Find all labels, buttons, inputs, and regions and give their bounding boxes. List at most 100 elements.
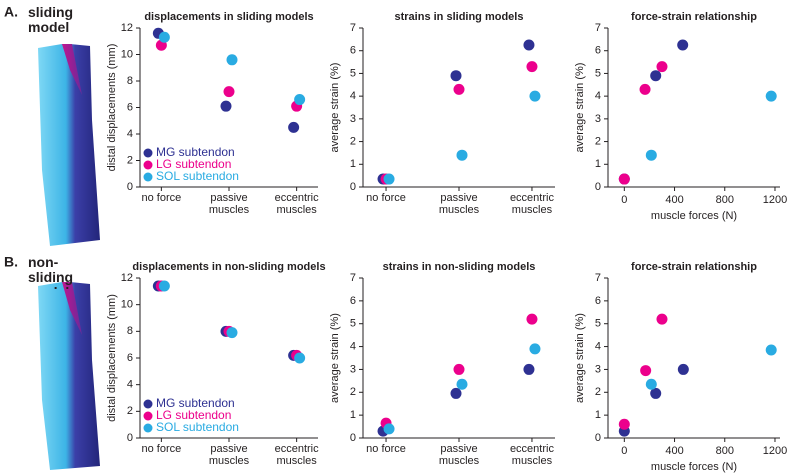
dot [450,70,462,82]
y-axis-label: distal displacements (mm) [106,44,118,172]
y-tick-label: 2 [127,154,133,166]
y-tick-label: 0 [127,181,133,193]
dot [450,387,462,399]
panel-title: sliding model [28,5,74,35]
y-tick-label: 2 [127,405,133,417]
legend-label: LG subtendon [156,157,231,171]
y-tick-label: 4 [350,90,356,102]
dot [645,149,657,161]
x-tick-label-box: passive muscles [438,443,480,467]
y-tick-label: 5 [595,67,601,79]
y-tick-label: 7 [595,272,601,284]
dot [226,327,238,339]
y-tick-label: 4 [595,90,601,102]
dot [526,61,538,73]
y-tick-label: 0 [595,181,601,193]
legend-swatch [143,148,153,158]
legend-swatch [143,411,153,421]
legend-label: MG subtendon [156,145,235,159]
x-tick-label-box: no force [366,443,406,455]
y-tick-label: 10 [121,299,133,311]
x-tick-label-box: no force [141,192,181,204]
dot [226,54,238,66]
y-tick-label: 4 [595,340,601,352]
chart-title: displacements in non-sliding models [132,261,325,273]
dot [453,83,465,95]
x-tick-label-box: passive muscles [208,192,250,216]
dot [529,90,541,102]
x-tick-label: 1200 [763,194,787,206]
y-tick-label: 0 [595,432,601,444]
y-tick-label: 10 [121,48,133,60]
y-tick-label: 2 [350,386,356,398]
tendon-image-a [38,44,100,246]
x-tick-label: 800 [716,445,734,457]
x-tick-label: 800 [716,194,734,206]
y-tick-label: 4 [127,379,133,391]
dot [639,83,651,95]
chart-title: force-strain relationship [631,261,757,273]
y-axis-label: average strain (%) [329,63,341,153]
panel-label: A. [4,4,18,20]
x-tick-label-box: eccentric muscles [275,443,319,467]
dot [640,365,652,377]
dot [383,423,395,435]
y-tick-label: 5 [350,318,356,330]
dot [456,149,468,161]
dot [453,363,465,375]
y-tick-label: 6 [350,45,356,57]
x-tick-label-box: no force [366,192,406,204]
x-tick-label-box: passive muscles [438,192,480,216]
x-tick-label-box: eccentric muscles [274,192,319,216]
dot [158,280,170,292]
x-tick-label: passive muscles [208,192,250,216]
y-tick-label: 6 [350,295,356,307]
legend-swatch [143,399,153,409]
chart-title: strains in sliding models [395,11,524,23]
x-tick-label: eccentric muscles [509,192,554,216]
dot [294,94,306,106]
y-tick-label: 2 [595,386,601,398]
dot [456,378,468,390]
y-tick-label: 5 [595,318,601,330]
legend-swatch [143,160,153,170]
dot [294,352,306,364]
dot [677,363,689,375]
y-tick-label: 6 [127,352,133,364]
chart-title: displacements in sliding models [144,11,313,23]
dot [650,70,662,82]
legend-label: MG subtendon [156,396,235,410]
dot [645,378,657,390]
dot [656,313,668,325]
x-tick-label: eccentric muscles [509,443,554,467]
dot [656,61,668,73]
dot [765,344,777,356]
y-tick-label: 12 [121,22,133,34]
x-axis-label: muscle forces (N) [651,210,737,222]
x-tick-label-box: no force [141,443,182,455]
x-tick-label: 0 [621,445,627,457]
legend-label: SOL subtendon [156,420,239,434]
x-tick-label: passive muscles [438,443,480,467]
y-tick-label: 1 [350,158,356,170]
chart-title: strains in non-sliding models [383,261,536,273]
x-tick-label: eccentric muscles [274,192,319,216]
legend-label: SOL subtendon [156,169,239,183]
x-tick-label: no force [141,443,182,455]
panel-title-box: non-sliding model [28,255,74,289]
chart-title: force-strain relationship [631,11,757,23]
panel-title-box: sliding model [28,5,74,35]
y-tick-label: 7 [350,22,356,34]
y-tick-label: 12 [121,272,133,284]
y-tick-label: 8 [127,325,133,337]
legend-swatch [143,423,153,433]
dot [383,173,395,185]
x-tick-label: passive muscles [438,192,480,216]
y-tick-label: 1 [595,158,601,170]
panel-title: non-sliding model [28,255,74,289]
y-tick-label: 2 [595,135,601,147]
dot [523,363,535,375]
legend-label: LG subtendon [156,408,231,422]
dot [677,39,689,51]
y-tick-label: 3 [350,113,356,125]
